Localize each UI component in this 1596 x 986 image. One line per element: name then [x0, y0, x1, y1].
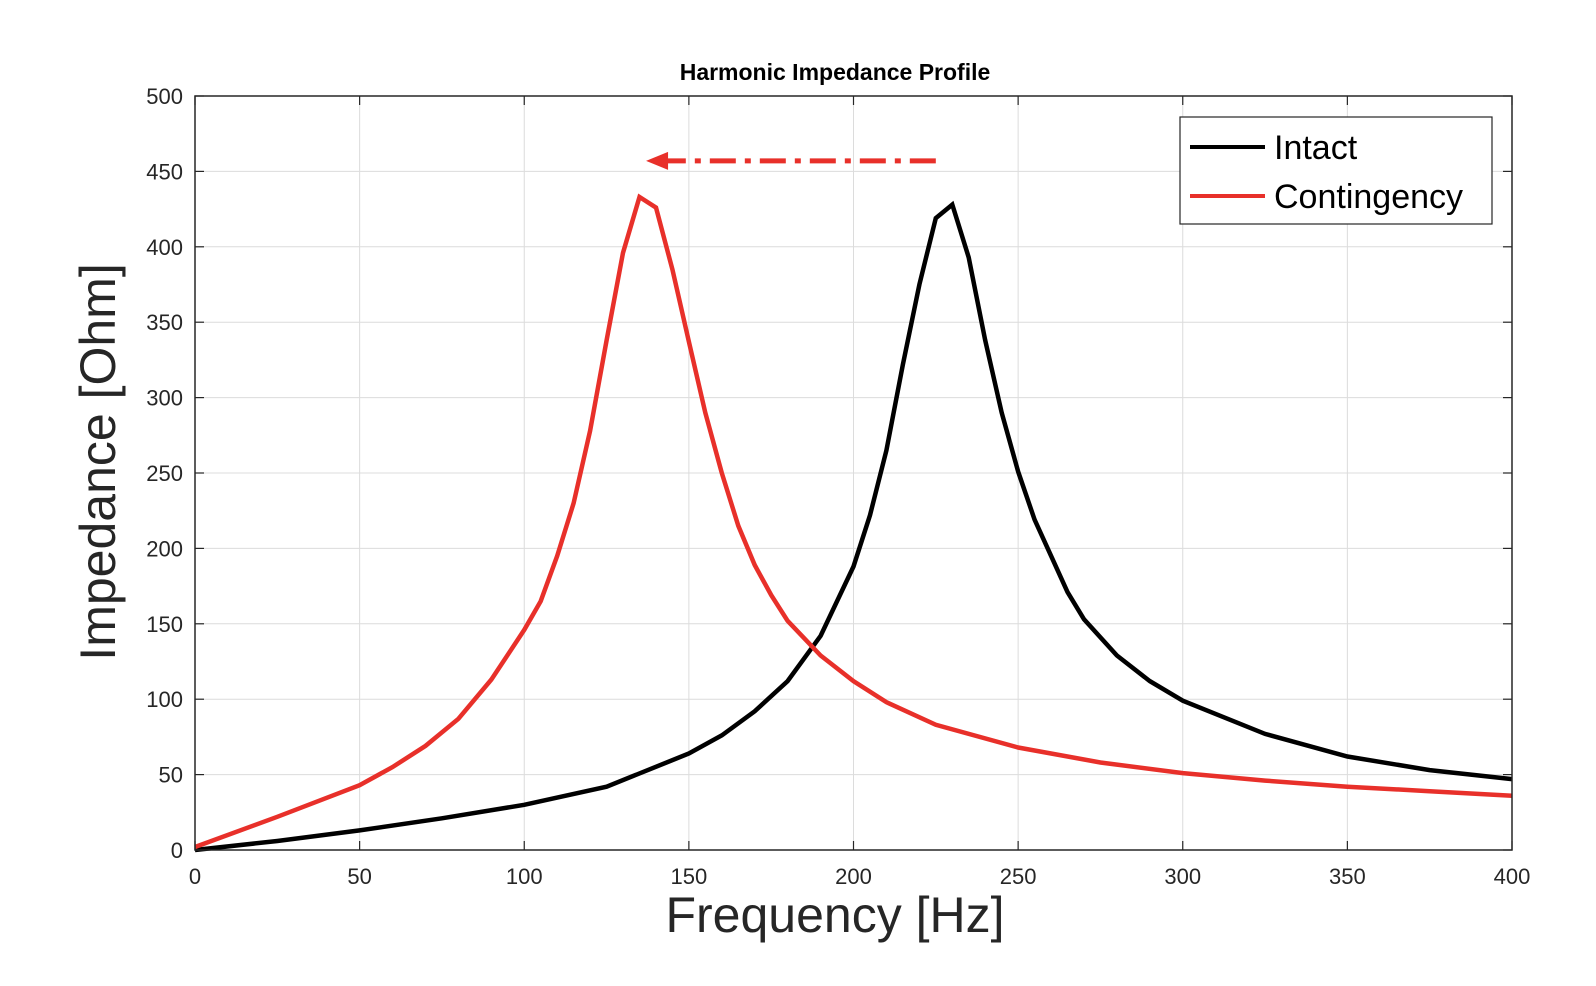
series-line-contingency: [194, 193, 1513, 850]
legend: Intact Contingency: [1179, 116, 1493, 225]
y-tick-label: 300: [146, 386, 183, 411]
x-tick-label: 400: [1494, 864, 1531, 889]
y-tick-label: 150: [146, 612, 183, 637]
x-tick-label: 200: [835, 864, 872, 889]
series-layer: [194, 193, 1513, 853]
x-tick-labels: 0 50 100 150 200 250 300 350 400: [189, 864, 1530, 889]
y-tick-label: 0: [171, 838, 183, 863]
y-tick-label: 400: [146, 235, 183, 260]
x-tick-label: 0: [189, 864, 201, 889]
x-tick-label: 100: [506, 864, 543, 889]
x-tick-label: 250: [1000, 864, 1037, 889]
y-tick-label: 200: [146, 536, 183, 561]
y-tick-label: 50: [159, 763, 183, 788]
axis-ticks: [194, 95, 1513, 851]
chart-title: Harmonic Impedance Profile: [680, 59, 991, 85]
shift-arrow-head: [646, 151, 669, 170]
legend-label-contingency: Contingency: [1274, 178, 1463, 216]
legend-label-intact: Intact: [1274, 129, 1358, 167]
annotation-layer: [646, 151, 936, 170]
y-tick-labels: 0 50 100 150 200 250 300 350 400 450 500: [146, 84, 183, 863]
x-tick-label: 50: [347, 864, 371, 889]
y-axis-label: Impedance [Ohm]: [70, 263, 126, 660]
x-tick-label: 350: [1329, 864, 1366, 889]
y-tick-label: 100: [146, 687, 183, 712]
series-line-intact: [194, 200, 1513, 853]
x-tick-label: 150: [671, 864, 708, 889]
grid-lines: [194, 95, 1513, 851]
y-tick-label: 250: [146, 461, 183, 486]
x-axis-label: Frequency [Hz]: [665, 887, 1004, 943]
x-tick-label: 300: [1164, 864, 1201, 889]
legend-box: [1179, 116, 1493, 225]
y-tick-label: 450: [146, 159, 183, 184]
y-tick-label: 350: [146, 310, 183, 335]
y-tick-label: 500: [146, 84, 183, 109]
